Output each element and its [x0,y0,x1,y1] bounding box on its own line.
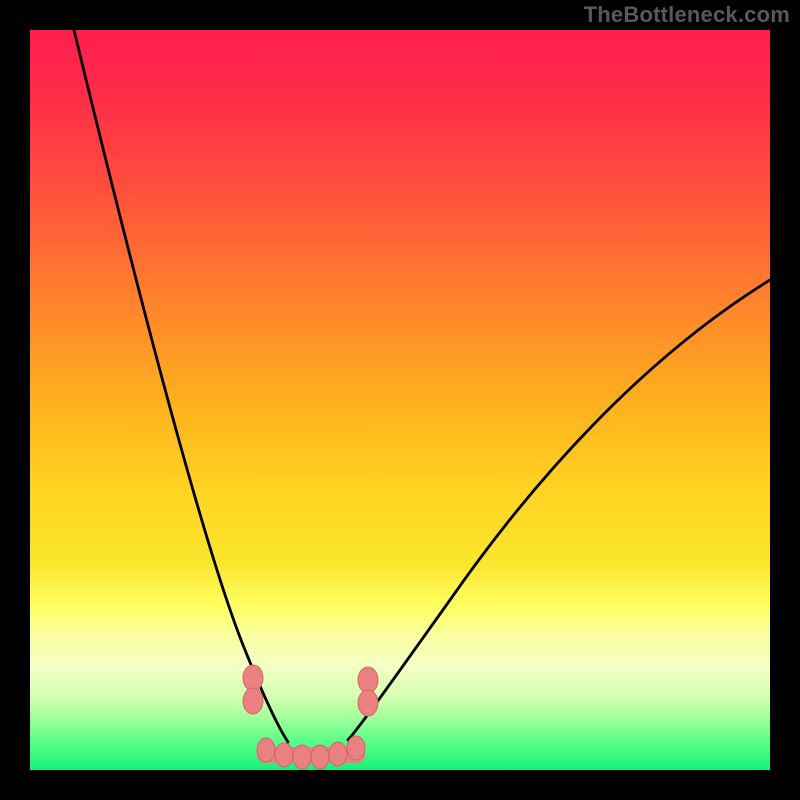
marker-lobe [311,745,329,769]
marker-lobe [358,667,378,693]
marker-lobe [243,665,263,691]
marker-lobe [243,688,263,714]
chart-frame: TheBottleneck.com [0,0,800,800]
watermark-text: TheBottleneck.com [584,2,790,28]
marker-lobe [293,745,311,769]
marker-lobe [358,690,378,716]
plot-svg [30,30,770,770]
marker-lobe [329,742,347,766]
plot-area [30,30,770,770]
marker-lobe [347,736,365,760]
marker-lobe [257,738,275,762]
marker-lobe [275,743,293,767]
gradient-background [30,30,770,770]
